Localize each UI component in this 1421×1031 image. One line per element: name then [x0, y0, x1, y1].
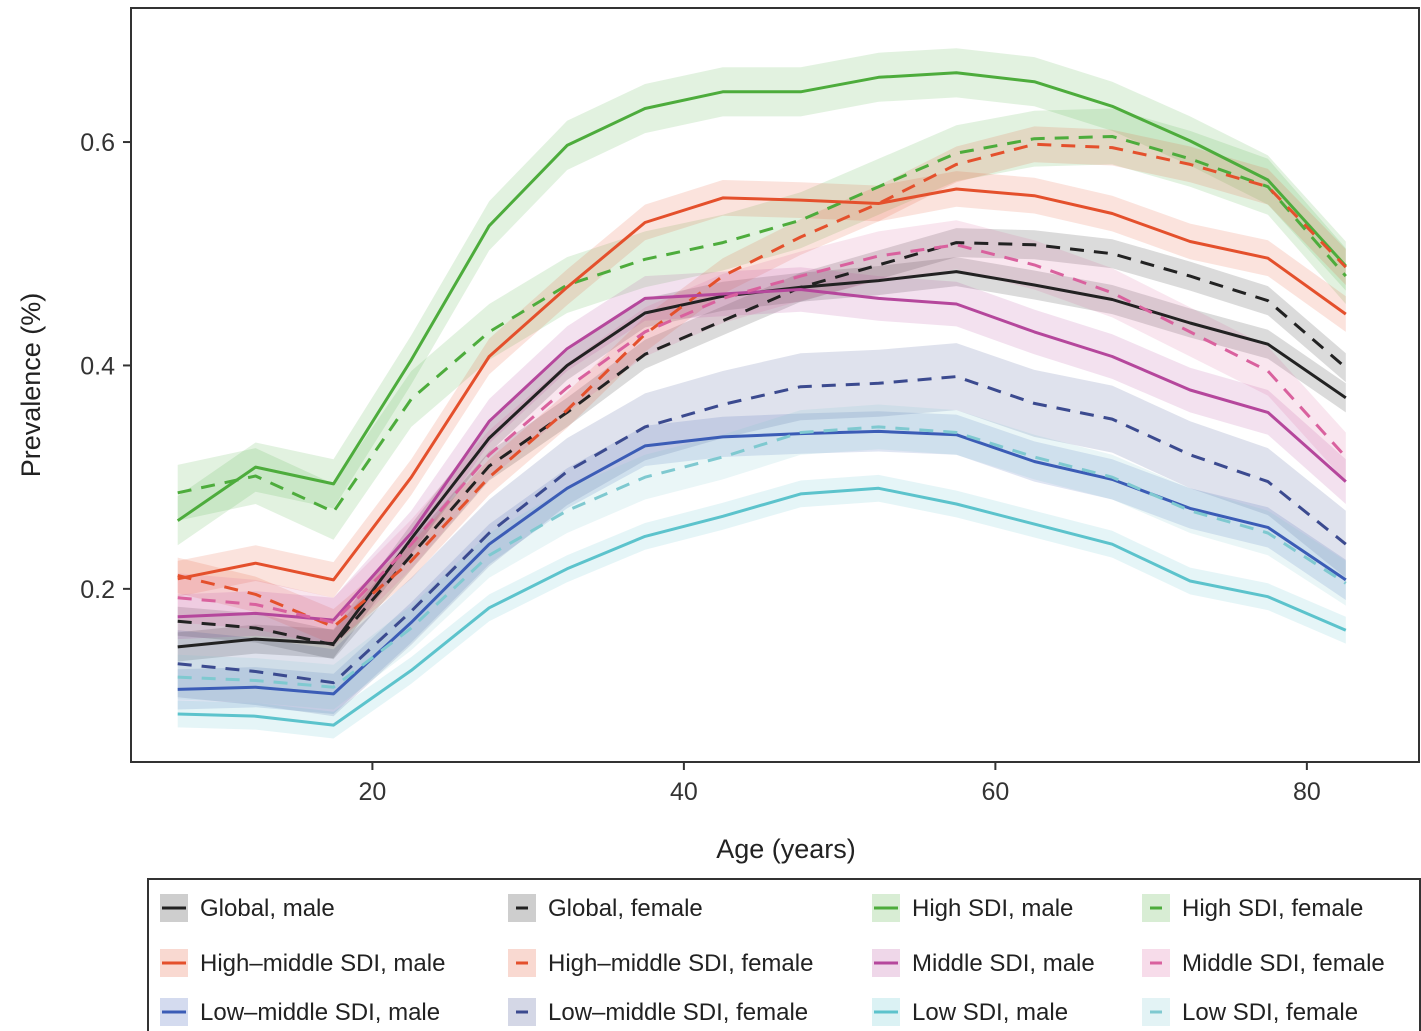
x-axis-title: Age (years) — [716, 834, 856, 864]
legend-label-low-middle-sdi-female: Low–middle SDI, female — [548, 999, 808, 1026]
legend-label-low-sdi-male: Low SDI, male — [912, 999, 1068, 1026]
band-low-middle-sdi-female — [177, 343, 1346, 717]
band-middle-sdi-male — [177, 267, 1346, 643]
line-global-female — [177, 241, 1347, 647]
band-middle-sdi-female — [177, 220, 1346, 647]
line-low-sdi-male — [177, 486, 1347, 727]
legend: Global, male Global, female High SDI, male… — [160, 894, 1385, 1026]
line-high-middle-sdi-female — [177, 142, 1347, 629]
band-low-middle-sdi-male — [177, 411, 1346, 714]
legend-label-high-sdi-male: High SDI, male — [912, 895, 1073, 922]
line-high-middle-sdi-male — [177, 187, 1347, 582]
legend-label-middle-sdi-female: Middle SDI, female — [1182, 950, 1385, 977]
plot-frame — [130, 7, 1420, 763]
y-axis: 0.2 0.4 0.6 — [80, 129, 131, 604]
legend-label-high-sdi-female: High SDI, female — [1182, 895, 1363, 922]
band-high-middle-sdi-female — [177, 126, 1346, 645]
y-axis-title: Prevalence (%) — [16, 293, 46, 478]
legend-label-high-middle-sdi-male: High–middle SDI, male — [200, 950, 445, 977]
x-tick-label-20: 20 — [358, 778, 386, 806]
legend-label-low-sdi-female: Low SDI, female — [1182, 999, 1358, 1026]
legend-box — [147, 878, 1421, 1031]
y-tick-label-0-4: 0.4 — [80, 352, 115, 380]
series-lines — [176, 71, 1347, 727]
line-high-sdi-male — [176, 71, 1347, 522]
line-middle-sdi-female — [177, 243, 1347, 624]
line-middle-sdi-male — [177, 288, 1347, 622]
band-high-sdi-female — [177, 108, 1346, 540]
confidence-bands — [177, 48, 1346, 739]
legend-label-high-middle-sdi-female: High–middle SDI, female — [548, 950, 813, 977]
band-low-sdi-female — [177, 404, 1346, 710]
line-high-sdi-female — [177, 135, 1347, 514]
band-global-female — [177, 228, 1346, 660]
y-tick-label-0-2: 0.2 — [80, 576, 115, 604]
x-axis: 20 40 60 80 — [358, 762, 1321, 806]
line-low-sdi-female — [177, 425, 1347, 689]
band-low-sdi-male — [177, 474, 1346, 739]
legend-label-middle-sdi-male: Middle SDI, male — [912, 950, 1095, 977]
legend-label-global-male: Global, male — [200, 895, 335, 922]
x-tick-label-80: 80 — [1293, 778, 1321, 806]
x-tick-label-40: 40 — [670, 778, 698, 806]
x-tick-label-60: 60 — [981, 778, 1009, 806]
y-tick-label-0-6: 0.6 — [80, 129, 115, 157]
legend-label-global-female: Global, female — [548, 895, 703, 922]
band-high-sdi-male — [177, 48, 1346, 546]
line-low-middle-sdi-female — [177, 375, 1347, 685]
band-high-middle-sdi-male — [177, 171, 1346, 598]
legend-label-low-middle-sdi-male: Low–middle SDI, male — [200, 999, 440, 1026]
